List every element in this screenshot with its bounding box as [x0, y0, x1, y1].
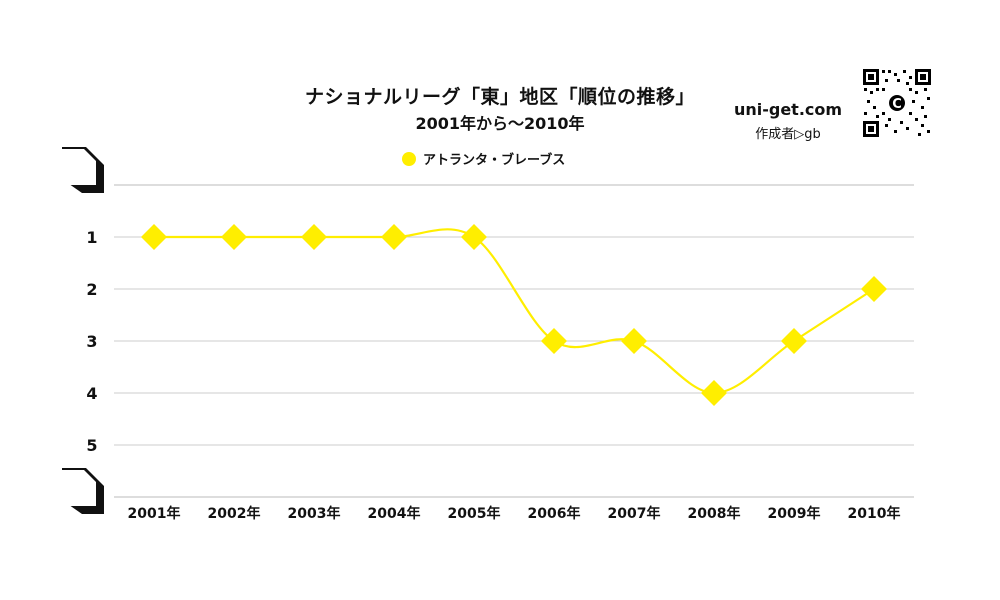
legend: アトランタ・ブレーブス [402, 152, 565, 168]
x-tick-label: 2010年 [848, 505, 901, 522]
corner-mark-inner [62, 149, 96, 185]
data-point-marker [541, 328, 567, 354]
legend-marker [402, 152, 416, 166]
site-brand: uni-get.com [733, 100, 843, 119]
y-axis-ticks: 1 2 3 4 5 [86, 228, 97, 455]
x-tick-label: 2005年 [448, 505, 501, 522]
corner-mark-inner [62, 470, 96, 506]
gridlines [114, 184, 914, 498]
data-point-marker [461, 224, 487, 250]
data-point-marker [701, 380, 727, 406]
data-point-marker [381, 224, 407, 250]
series-line [154, 228, 875, 395]
axis-corner-marks [62, 147, 104, 514]
x-tick-label: 2007年 [608, 505, 661, 522]
series-markers [141, 224, 887, 406]
x-tick-label: 2008年 [688, 505, 741, 522]
data-point-marker [141, 224, 167, 250]
x-tick-label: 2003年 [288, 505, 341, 522]
y-tick-label: 5 [86, 436, 97, 455]
svg-text:C: C [892, 97, 902, 112]
y-tick-label: 1 [86, 228, 97, 247]
chart-title: ナショナルリーグ「東」地区「順位の推移」 [304, 86, 695, 108]
y-tick-label: 3 [86, 332, 97, 351]
x-tick-label: 2002年 [208, 505, 261, 522]
data-point-marker [301, 224, 327, 250]
corner-mark [62, 147, 104, 193]
y-tick-label: 4 [86, 384, 97, 403]
x-tick-label: 2004年 [368, 505, 421, 522]
y-tick-label: 2 [86, 280, 97, 299]
data-point-marker [621, 328, 647, 354]
legend-label: アトランタ・ブレーブス [423, 152, 565, 168]
x-tick-label: 2006年 [528, 505, 581, 522]
x-axis-ticks: 2001年 2002年 2003年 2004年 2005年 2006年 2007年 2008年… [128, 505, 901, 522]
data-point-marker [781, 328, 807, 354]
data-point-marker [221, 224, 247, 250]
corner-mark [62, 468, 104, 514]
qr-code-icon: C [862, 68, 932, 138]
author-credit: 作成者▷gb [755, 127, 821, 142]
x-tick-label: 2009年 [768, 505, 821, 522]
chart-subtitle: 2001年から～2010年 [415, 114, 585, 133]
data-point-marker [861, 276, 887, 302]
x-tick-label: 2001年 [128, 505, 181, 522]
